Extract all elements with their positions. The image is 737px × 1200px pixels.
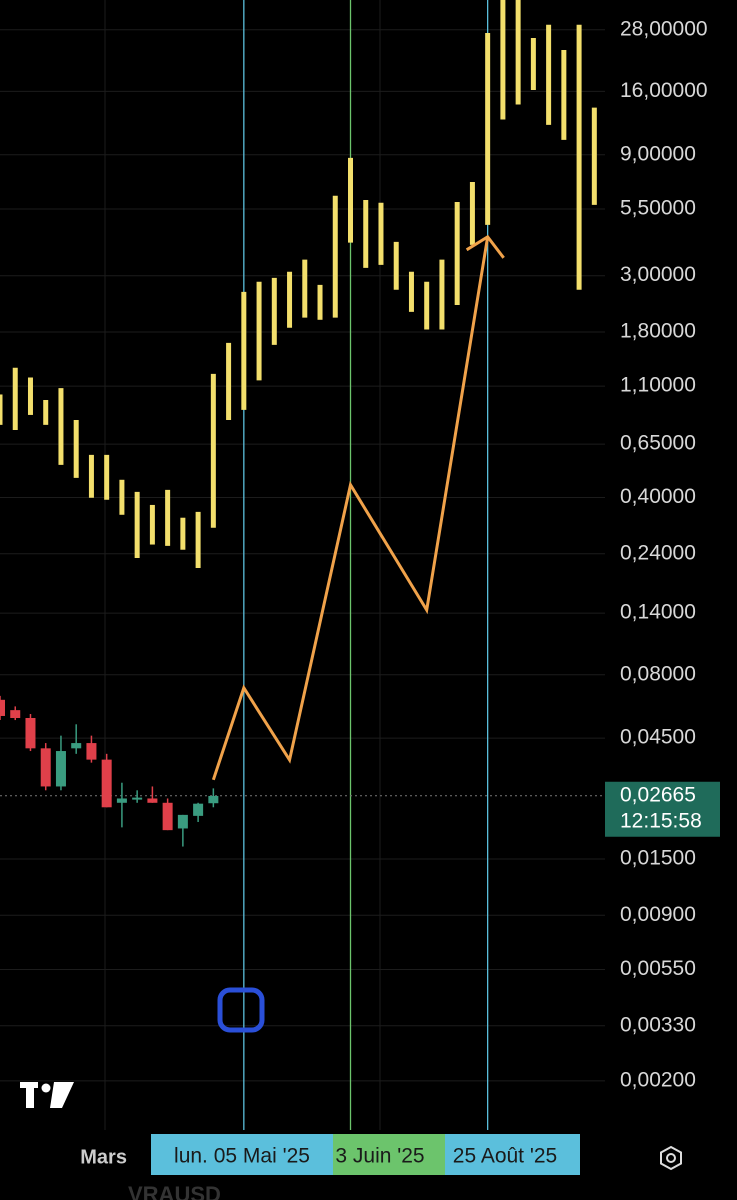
candle-body	[147, 798, 158, 803]
highlight-box	[217, 987, 265, 1033]
price-label: 0,02665	[620, 783, 696, 806]
marker-label-bg	[445, 1134, 580, 1175]
watermark: VRAUSD	[128, 1182, 221, 1200]
candle-body	[101, 759, 112, 808]
y-tick-label: 0,08000	[620, 662, 696, 685]
y-tick-label: 9,00000	[620, 142, 696, 165]
price-label-bg	[605, 781, 720, 837]
candle-body	[0, 699, 5, 716]
candle-body	[55, 751, 66, 787]
candle-body	[10, 710, 21, 719]
y-tick-label: 28,00000	[620, 17, 708, 40]
y-tick-label: 0,00550	[620, 957, 696, 980]
y-tick-label: 0,00200	[620, 1068, 696, 1091]
candle-body	[25, 718, 36, 749]
marker-label: lun. 05 Mai '25	[174, 1145, 310, 1168]
tv-logo	[20, 1082, 74, 1108]
y-tick-label: 0,24000	[620, 541, 696, 564]
countdown-label: 12:15:58	[620, 809, 702, 832]
y-tick-label: 5,50000	[620, 197, 696, 220]
marker-label: 25 Août '25	[453, 1145, 557, 1168]
y-tick-label: 16,00000	[620, 79, 708, 102]
y-tick-label: 1,80000	[620, 319, 696, 342]
candle-body	[40, 748, 51, 787]
y-tick-label: 1,10000	[620, 374, 696, 397]
candle-body	[132, 797, 143, 800]
y-tick-label: 0,01500	[620, 847, 696, 870]
path-line	[211, 236, 490, 781]
candle-body	[177, 814, 188, 829]
candle-body	[193, 803, 204, 816]
candle-body	[162, 802, 173, 831]
settings-icon[interactable]	[660, 1145, 682, 1171]
y-tick-label: 0,04500	[620, 726, 696, 749]
candle-body	[116, 798, 127, 803]
marker-label-bg	[151, 1134, 333, 1175]
x-tick-label: Mars	[80, 1146, 127, 1168]
candle-body	[208, 795, 219, 804]
marker-label: 3 Juin '25	[335, 1145, 424, 1168]
arrow-head	[465, 234, 505, 259]
y-tick-label: 0,40000	[620, 485, 696, 508]
y-tick-label: 0,14000	[620, 601, 696, 624]
y-tick-label: 0,00900	[620, 903, 696, 926]
candle-body	[71, 743, 82, 749]
y-tick-label: 3,00000	[620, 263, 696, 286]
y-tick-label: 0,65000	[620, 432, 696, 455]
y-tick-label: 0,00330	[620, 1013, 696, 1036]
candle-body	[86, 743, 97, 760]
marker-label-bg	[333, 1134, 445, 1175]
